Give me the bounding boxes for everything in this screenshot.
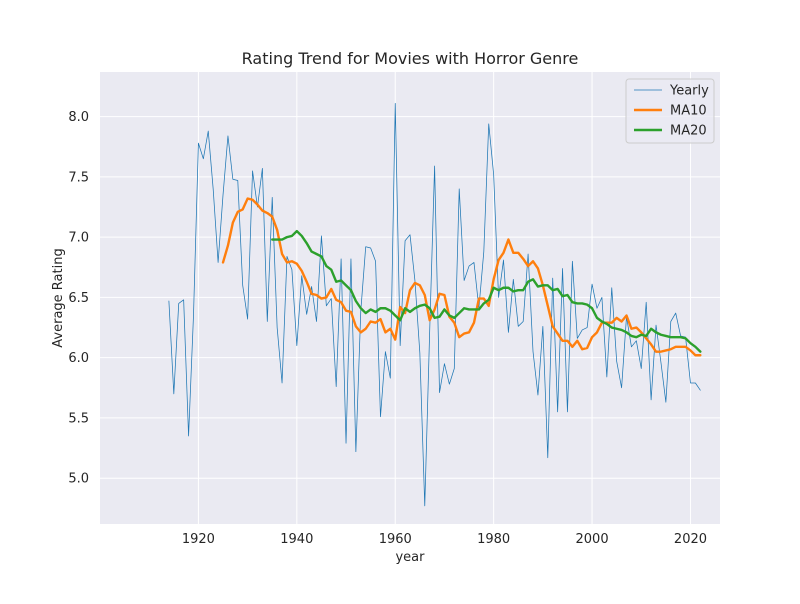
series-yearly-line — [168, 102, 701, 507]
plot-background — [100, 72, 720, 524]
chart-title: Rating Trend for Movies with Horror Genr… — [242, 49, 579, 68]
x-tick-label: 1960 — [379, 532, 412, 547]
x-tick-label: 1920 — [182, 532, 215, 547]
series-layer — [168, 102, 702, 507]
legend-label: MA20 — [670, 124, 707, 139]
y-tick-label: 7.0 — [68, 231, 89, 246]
y-tick-label: 7.5 — [68, 170, 89, 185]
y-tick-label: 6.5 — [68, 291, 89, 306]
y-axis-label: Average Rating — [51, 248, 66, 347]
legend: Yearly MA10 MA20 — [625, 78, 715, 144]
y-tick-label: 6.0 — [68, 351, 89, 366]
legend-box — [625, 78, 715, 144]
x-tick-label: 1980 — [477, 532, 510, 547]
y-tick-label: 8.0 — [68, 110, 89, 125]
series-ma20-line — [271, 229, 702, 353]
tick-labels: 1920 1940 1960 1980 2000 2020 5.0 5.5 6.0 6.5 7.0 7… — [68, 110, 707, 547]
series-ma10-line — [221, 197, 702, 357]
legend-label: MA10 — [670, 104, 707, 119]
x-tick-label: 2020 — [674, 532, 707, 547]
x-tick-label: 1940 — [280, 532, 313, 547]
legend-label: Yearly — [669, 84, 709, 99]
y-tick-label: 5.0 — [68, 472, 89, 487]
y-tick-label: 5.5 — [68, 411, 89, 426]
x-tick-label: 2000 — [576, 532, 609, 547]
x-axis-label: year — [395, 550, 425, 565]
